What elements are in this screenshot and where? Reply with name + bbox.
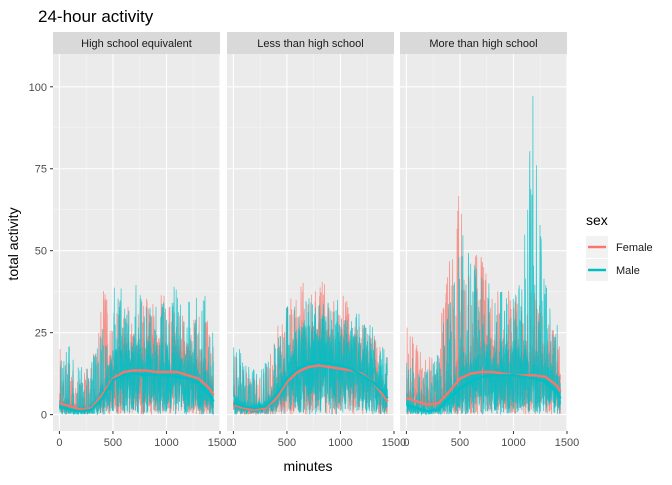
x-tick-label: 0: [403, 437, 409, 449]
facet-panel: Less than high school 0 500 1000 1500: [227, 32, 406, 449]
facet-panel: High school equivalent 0 500 1000 1500 0 25 50 7…: [29, 32, 232, 449]
y-tick-label: 50: [35, 246, 47, 258]
y-tick-label: 25: [35, 328, 47, 340]
smooth-line-male: [59, 372, 215, 413]
facet-strip: [400, 32, 567, 54]
facet-strip-label: High school equivalent: [81, 38, 192, 50]
y-tick-label: 75: [35, 164, 47, 176]
x-tick-label: 0: [230, 437, 236, 449]
activity-lines-dense-male: [59, 337, 214, 416]
x-tick-label: 1500: [208, 437, 232, 449]
y-tick-label: 100: [29, 82, 47, 94]
smooth-line-female: [233, 364, 389, 411]
legend-title: sex: [586, 212, 608, 228]
facet-panel: More than high school 0 500 1000 1500: [400, 32, 579, 449]
chart-title: 24-hour activity: [38, 7, 154, 26]
x-tick-label: 1000: [501, 437, 525, 449]
facet-strip-label: More than high school: [429, 38, 537, 50]
x-tick-label: 500: [278, 437, 296, 449]
data-layer: [58, 284, 215, 416]
activity-lines-dense-male: [406, 340, 561, 416]
facet-strip: [227, 32, 394, 54]
legend: sex Female Male: [586, 212, 653, 281]
smooth-line-female: [58, 369, 215, 411]
smooth-line-male: [232, 360, 389, 410]
data-layer: [406, 95, 562, 416]
x-axis-label: minutes: [283, 458, 332, 474]
smooth-line-male: [406, 374, 562, 413]
x-tick-label: 1500: [555, 437, 579, 449]
y-axis-label: total activity: [5, 207, 21, 280]
x-tick-label: 1500: [382, 437, 406, 449]
x-tick-label: 0: [56, 437, 62, 449]
data-layer: [232, 281, 389, 416]
x-tick-label: 500: [451, 437, 469, 449]
smooth-line-female: [406, 370, 562, 407]
facet-strip-label: Less than high school: [257, 38, 363, 50]
legend-label: Female: [616, 242, 653, 254]
facet-strip: [53, 32, 220, 54]
x-tick-label: 1000: [328, 437, 352, 449]
y-tick-label: 0: [41, 410, 47, 422]
x-tick-label: 500: [104, 437, 122, 449]
legend-label: Male: [616, 265, 640, 277]
x-tick-label: 1000: [154, 437, 178, 449]
